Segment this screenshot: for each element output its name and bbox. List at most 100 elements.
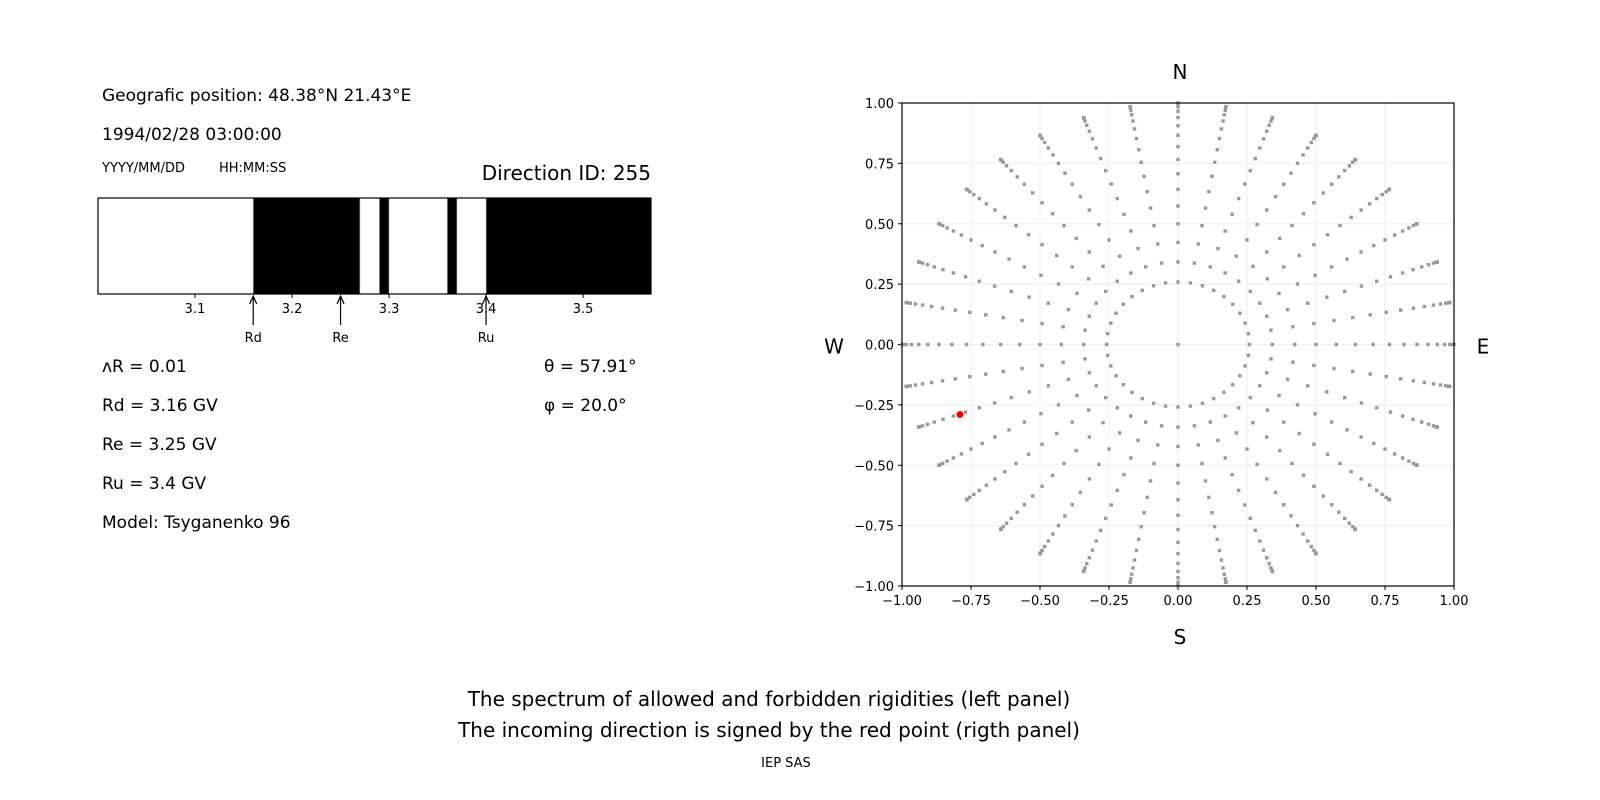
direction-point	[1004, 164, 1009, 168]
direction-point	[1007, 257, 1011, 261]
direction-point	[1325, 233, 1330, 237]
forbidden-band	[446, 197, 458, 295]
direction-point	[1351, 369, 1355, 374]
direction-point	[1062, 461, 1066, 466]
direction-point	[1367, 202, 1372, 206]
direction-point	[1223, 271, 1227, 275]
direction-point	[1027, 390, 1031, 394]
direction-point	[1046, 539, 1051, 543]
direction-point	[1297, 253, 1301, 258]
direction-point	[1402, 342, 1406, 347]
direction-point	[1236, 406, 1241, 410]
direction-point	[1411, 223, 1416, 228]
direction-point	[977, 279, 982, 283]
direction-point	[968, 495, 972, 500]
y-tick-label: −0.25	[854, 399, 894, 414]
direction-point	[1139, 160, 1143, 165]
caption-line-2: The incoming direction is signed by the …	[458, 718, 1080, 742]
direction-point	[1129, 229, 1133, 233]
spectrum-frame	[97, 197, 652, 295]
direction-point	[1129, 414, 1133, 418]
direction-point	[1247, 342, 1252, 347]
direction-point	[1431, 261, 1436, 265]
direction-point	[913, 383, 918, 387]
marker-label: Rd	[245, 331, 262, 346]
direction-point	[1301, 473, 1306, 478]
direction-point	[920, 382, 925, 386]
direction-point	[993, 435, 997, 439]
direction-point	[1338, 461, 1342, 466]
direction-point	[1098, 528, 1103, 533]
direction-point	[1223, 414, 1227, 418]
direction-point	[1070, 503, 1074, 507]
direction-point	[940, 223, 945, 228]
y-tick-label: 0.50	[865, 218, 894, 233]
direction-point	[1075, 393, 1079, 398]
direction-point	[1213, 524, 1217, 529]
direction-point	[1001, 524, 1005, 529]
direction-point	[1251, 264, 1255, 269]
y-tick-label: 0.25	[865, 278, 894, 293]
direction-point	[920, 424, 925, 428]
direction-point	[1117, 254, 1122, 258]
direction-point	[1234, 254, 1239, 258]
direction-point	[1219, 558, 1224, 562]
direction-point	[1022, 503, 1027, 507]
time-format-label: HH:MM:SS	[219, 161, 287, 176]
direction-point	[998, 527, 1003, 532]
direction-point	[1122, 472, 1126, 477]
x-tick-label: 3.2	[282, 302, 303, 317]
direction-point	[1426, 422, 1431, 426]
direction-point	[1017, 342, 1022, 347]
direction-point	[1212, 288, 1216, 293]
direction-point	[1325, 390, 1329, 394]
direction-point	[1243, 321, 1247, 325]
direction-point	[1353, 157, 1358, 162]
direction-point	[1046, 146, 1051, 150]
direction-point	[1359, 435, 1363, 439]
direction-point	[964, 498, 969, 502]
direction-point	[1131, 566, 1135, 570]
direction-point	[1301, 211, 1306, 216]
direction-point	[1176, 109, 1180, 113]
direction-point	[998, 157, 1003, 162]
direction-point	[1051, 153, 1055, 157]
direction-point	[1325, 452, 1330, 456]
direction-point	[1210, 174, 1214, 179]
x-tick-label: 0.50	[1302, 594, 1331, 609]
direction-point	[1277, 291, 1281, 296]
direction-point	[1030, 494, 1035, 498]
direction-point	[1009, 168, 1013, 173]
direction-point	[1001, 315, 1005, 320]
direction-point	[968, 189, 972, 194]
direction-point	[1265, 208, 1269, 212]
direction-point	[1374, 279, 1379, 283]
spectrum-chart: 3.1 3.2 3.3 3.4 3.5Rd Re Ru	[97, 197, 652, 346]
direction-point	[1176, 561, 1180, 566]
direction-point	[940, 306, 945, 310]
direction-point	[1398, 377, 1403, 381]
direction-point	[1109, 364, 1113, 368]
direction-point	[1061, 360, 1065, 364]
direction-point	[1426, 342, 1430, 347]
direction-point	[1265, 435, 1269, 439]
direction-point	[1001, 160, 1005, 165]
direction-point	[1145, 189, 1149, 194]
direction-point	[1070, 182, 1074, 186]
direction-point	[1176, 123, 1180, 128]
direction-point	[1117, 431, 1122, 435]
direction-point	[1176, 481, 1180, 485]
direction-point	[1325, 295, 1329, 299]
direction-point	[1269, 328, 1273, 332]
direction-point	[1431, 424, 1436, 428]
direction-point	[1351, 524, 1355, 529]
direction-point	[1176, 576, 1180, 580]
direction-point	[1291, 325, 1295, 329]
direction-point	[980, 441, 984, 446]
direction-point	[1353, 527, 1358, 532]
direction-point	[1151, 401, 1156, 405]
direction-point	[1134, 136, 1139, 141]
direction-point	[1223, 108, 1227, 112]
direction-point	[1152, 223, 1156, 228]
direction-point	[1087, 371, 1091, 375]
